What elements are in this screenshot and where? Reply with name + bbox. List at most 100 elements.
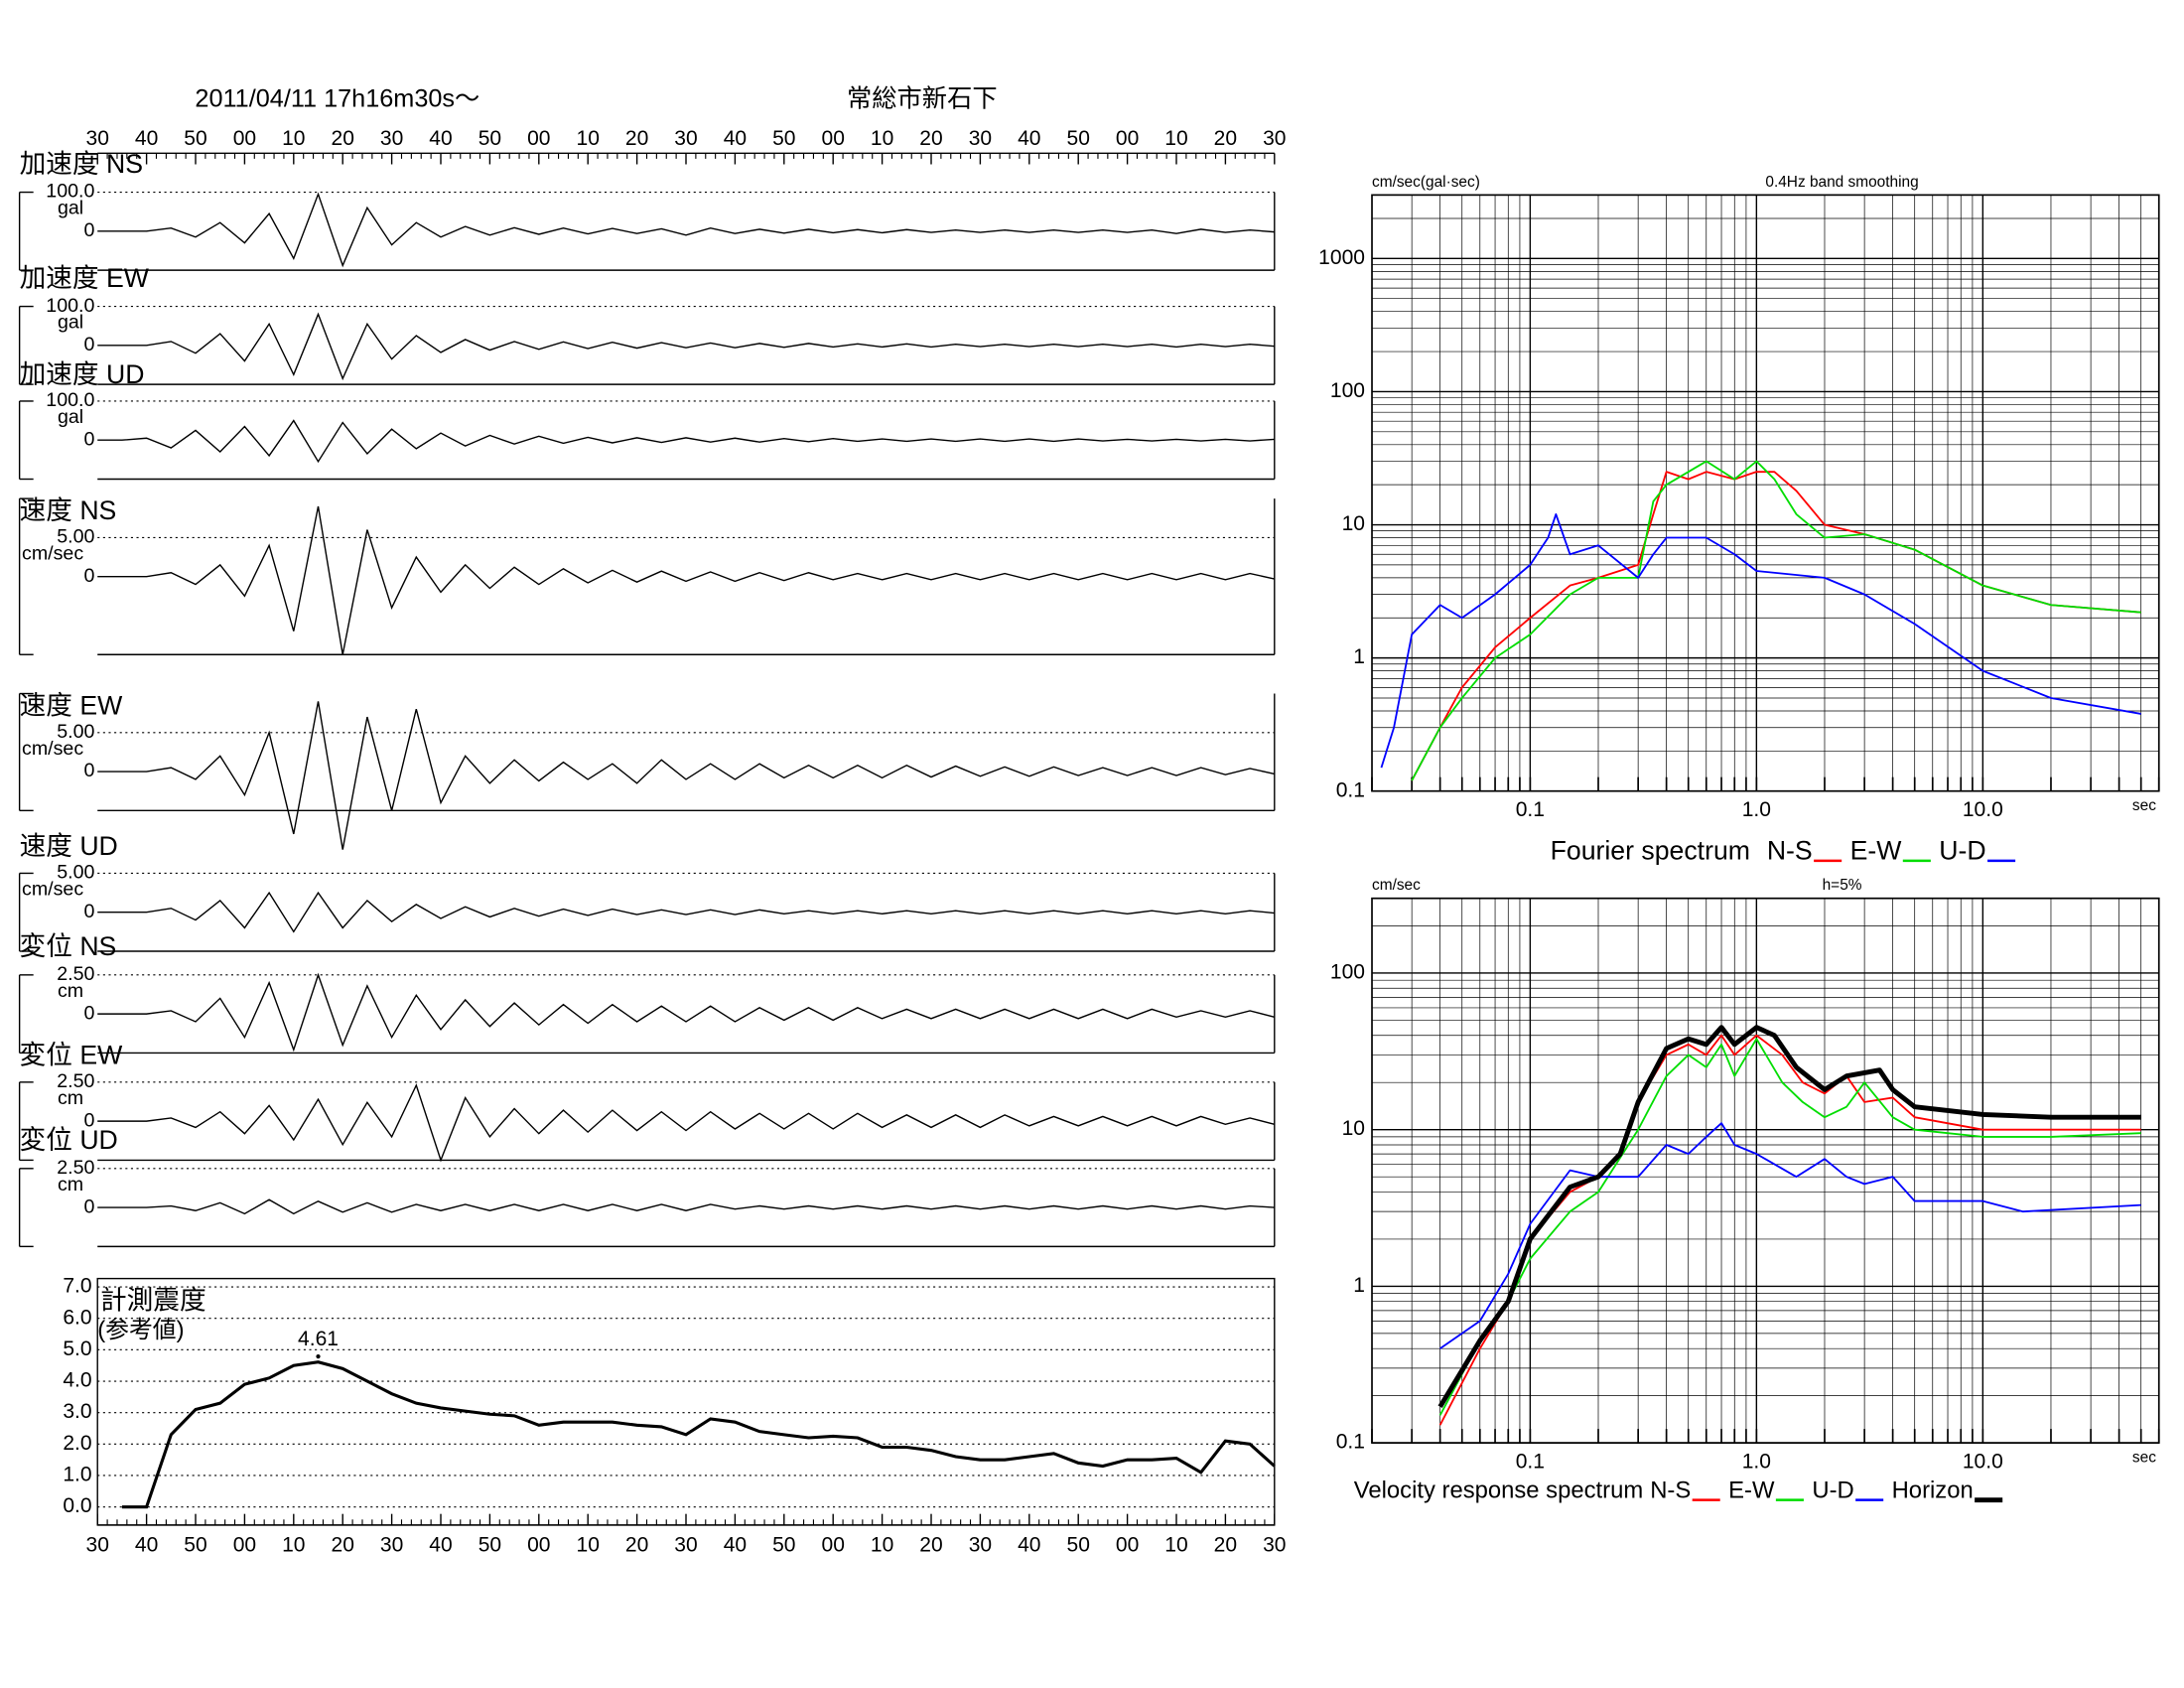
- y-tick-label: 5.00: [57, 526, 94, 548]
- time-label: 50: [478, 1533, 501, 1556]
- chart-subtitle: (参考値): [97, 1317, 184, 1343]
- waveform: [97, 312, 1275, 381]
- y-tick-label: 1: [1353, 1274, 1365, 1297]
- waveform: [97, 701, 1275, 850]
- spectrum-line: [1411, 460, 2141, 781]
- y-tick-label: 0: [83, 565, 94, 587]
- time-label: 30: [380, 127, 403, 150]
- time-label: 00: [527, 1533, 550, 1556]
- time-label: 40: [429, 127, 452, 150]
- y-tick-label: 0: [83, 901, 94, 922]
- unit-label: cm: [58, 980, 83, 1002]
- time-label: 40: [724, 1533, 747, 1556]
- time-label: 20: [919, 1533, 942, 1556]
- legend-label: N-S: [1650, 1477, 1691, 1504]
- legend-label: Horizon: [1892, 1477, 1974, 1504]
- y-tick-label: 0.1: [1336, 778, 1365, 801]
- unit-label: cm: [58, 1087, 83, 1109]
- legend-label: N-S: [1767, 835, 1813, 865]
- chart-title: 計測震度: [100, 1286, 206, 1316]
- y-axis-label: cm/sec: [1372, 877, 1421, 894]
- y-tick-label: 5.00: [57, 862, 94, 884]
- trace-label: 変位 UD: [20, 1125, 118, 1155]
- time-label: 20: [1214, 1533, 1237, 1556]
- time-label: 50: [1066, 127, 1089, 150]
- time-label: 20: [1214, 127, 1237, 150]
- y-tick-label: 6.0: [63, 1306, 91, 1329]
- y-tick-label: 2.50: [57, 963, 94, 985]
- y-tick-label: 0.0: [63, 1494, 91, 1517]
- legend-label: U-D: [1939, 835, 1985, 865]
- y-tick-label: 10: [1342, 1117, 1365, 1140]
- y-tick-label: 0: [83, 334, 94, 355]
- spectrum-line: [1438, 1034, 2141, 1426]
- x-tick-label: 10.0: [1963, 798, 2003, 821]
- y-tick-label: 0: [83, 1002, 94, 1024]
- intensity-line: [121, 1360, 1276, 1509]
- waveform: [97, 1083, 1275, 1163]
- y-tick-label: 100: [1330, 379, 1365, 402]
- time-label: 50: [184, 1533, 206, 1556]
- chart-note: 0.4Hz band smoothing: [1765, 174, 1918, 191]
- y-tick-label: 100.0: [46, 295, 94, 317]
- x-tick-label: 0.1: [1516, 798, 1545, 821]
- time-label: 10: [282, 127, 305, 150]
- waveform: [97, 419, 1275, 464]
- spectrum-line: [1438, 1038, 2141, 1416]
- y-tick-label: 0: [83, 1196, 94, 1217]
- trace-label: 変位 NS: [20, 931, 117, 961]
- spectrum-line: [1380, 512, 2141, 769]
- waveform: [97, 192, 1275, 268]
- time-label: 30: [1263, 127, 1286, 150]
- time-label: 50: [184, 127, 206, 150]
- legend-label: E-W: [1728, 1477, 1775, 1504]
- y-tick-label: 100.0: [46, 181, 94, 203]
- x-tick-label: 1.0: [1742, 798, 1771, 821]
- time-label: 30: [86, 1533, 109, 1556]
- peak-marker: [316, 1353, 321, 1359]
- y-tick-label: 1.0: [63, 1464, 91, 1486]
- time-label: 00: [1116, 1533, 1139, 1556]
- unit-label: cm/sec: [22, 738, 83, 760]
- time-label: 10: [871, 1533, 893, 1556]
- legend-label: U-D: [1812, 1477, 1853, 1504]
- spectrum-line: [1439, 1122, 2141, 1349]
- chart-title: Velocity response spectrum: [1354, 1477, 1643, 1504]
- time-label: 50: [772, 1533, 795, 1556]
- x-axis-label: sec: [2132, 797, 2156, 814]
- waveform: [97, 505, 1275, 655]
- time-label: 40: [1018, 1533, 1040, 1556]
- x-axis-label: sec: [2132, 1450, 2156, 1467]
- time-label: 00: [822, 127, 845, 150]
- time-label: 10: [1164, 127, 1187, 150]
- y-tick-label: 100: [1330, 961, 1365, 984]
- time-label: 30: [1263, 1533, 1286, 1556]
- time-label: 20: [625, 127, 648, 150]
- legend-label: E-W: [1850, 835, 1903, 865]
- chart-note: h=5%: [1823, 877, 1862, 894]
- time-label: 20: [332, 127, 354, 150]
- y-axis-label: cm/sec(gal·sec): [1372, 174, 1480, 191]
- time-label: 30: [380, 1533, 403, 1556]
- frame: [1371, 897, 2160, 1444]
- time-label: 40: [724, 127, 747, 150]
- time-label: 00: [233, 127, 256, 150]
- y-tick-label: 0.1: [1336, 1431, 1365, 1454]
- trace-label: 加速度 EW: [20, 263, 150, 293]
- time-label: 20: [625, 1533, 648, 1556]
- time-label: 40: [135, 127, 158, 150]
- time-label: 10: [871, 127, 893, 150]
- time-label: 10: [577, 127, 600, 150]
- y-tick-label: 5.0: [63, 1337, 91, 1360]
- time-label: 10: [577, 1533, 600, 1556]
- time-label: 30: [674, 127, 697, 150]
- y-tick-label: 2.0: [63, 1432, 91, 1455]
- time-label: 50: [1066, 1533, 1089, 1556]
- unit-label: cm/sec: [22, 542, 83, 564]
- unit-label: gal: [58, 312, 83, 334]
- station: 常総市新石下: [847, 85, 998, 113]
- time-label: 40: [429, 1533, 452, 1556]
- time-label: 00: [233, 1533, 256, 1556]
